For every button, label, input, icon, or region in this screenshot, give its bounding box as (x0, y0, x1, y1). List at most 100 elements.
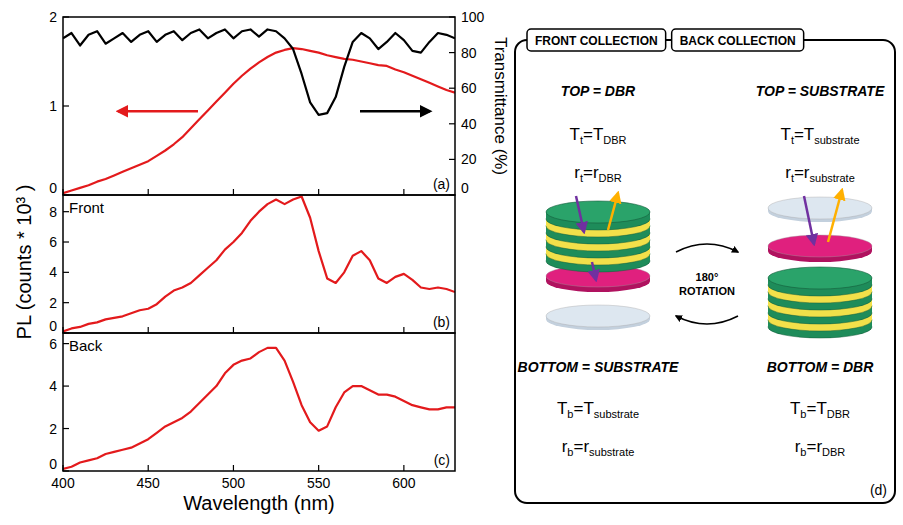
series-line (63, 48, 455, 193)
y2-tick (449, 16, 455, 17)
figure: 012020406080100Transmittance (%)(a)02468… (0, 0, 903, 525)
x-tick-label: 450 (137, 475, 161, 491)
equation: rt=rDBR (574, 163, 622, 184)
y-tick-label: 2 (49, 295, 57, 311)
light-arrow (592, 262, 596, 280)
y-tick (63, 16, 69, 17)
eq-rhs-sub: substrate (814, 134, 859, 146)
eq-rhs: =T (794, 125, 814, 144)
x-tick-label: 550 (307, 475, 331, 491)
y-tick (63, 105, 69, 106)
axis-arrow (118, 110, 198, 113)
light-arrow (804, 196, 814, 244)
eq-rhs: =r (794, 163, 810, 182)
x-tick (148, 189, 149, 195)
x-tick (403, 465, 404, 471)
eq-rhs-sub: DBR (603, 134, 626, 146)
y2-tick-label: 0 (461, 180, 469, 196)
plot-frame (63, 195, 455, 333)
eq-rhs: =r (583, 163, 599, 182)
panel: 02468Front(b) (49, 195, 455, 334)
equation: Tt=TDBR (570, 125, 627, 146)
equation: Tb=Tsubstrate (557, 399, 639, 420)
emitter (768, 235, 872, 262)
y2-axis-title: Transmittance (%) (491, 37, 510, 175)
series-group (63, 348, 455, 469)
series-group (63, 29, 455, 193)
y-tick (63, 470, 69, 471)
equation: Tt=Tsubstrate (780, 125, 859, 146)
header-text: BACK COLLECTION (680, 34, 796, 48)
y-tick-label: 2 (49, 421, 57, 437)
x-tick (62, 327, 63, 333)
panel-label: (c) (434, 452, 450, 468)
equation: rb=rsubstrate (562, 437, 635, 458)
position-heading: TOP = SUBSTRATE (756, 83, 885, 99)
x-tick (403, 189, 404, 195)
series-line (63, 348, 455, 469)
y-tick-label: 8 (49, 204, 57, 220)
y-tick-label: 4 (49, 378, 57, 394)
x-tick-label: 600 (392, 475, 416, 491)
eq-rhs-sub: DBR (822, 446, 845, 458)
header: FRONT COLLECTION (527, 29, 666, 51)
y-tick (63, 385, 69, 386)
emitter-top (768, 235, 872, 257)
dbr (768, 267, 872, 338)
dbr (546, 201, 650, 272)
y2-tick-label: 40 (461, 116, 477, 132)
y2-tick-label: 20 (461, 151, 477, 167)
y-tick-label: 0 (49, 180, 57, 196)
y-tick (63, 302, 69, 303)
eq-rhs-sub: substrate (589, 446, 634, 458)
panel: 0246400450500550600Wavelength (nm)Back(c… (49, 333, 455, 514)
substrate-top (546, 305, 650, 327)
header: BACK COLLECTION (672, 29, 804, 51)
x-tick (233, 327, 234, 333)
equation: Tb=TDBR (790, 399, 850, 420)
series-line (63, 29, 455, 114)
y-axis-title: PL (counts * 10³ ) (13, 185, 35, 340)
eq-lhs: T (557, 399, 567, 418)
dbr-top (546, 201, 650, 223)
eq-rhs-sub: substrate (810, 172, 855, 184)
rotation-arrow (676, 316, 738, 324)
eq-rhs-sub: DBR (599, 172, 622, 184)
axis-arrow (360, 110, 430, 113)
eq-rhs: =T (806, 399, 826, 418)
y-tick-label: 0 (49, 318, 57, 334)
plot-frame (63, 333, 455, 471)
diagram: FRONT COLLECTION BACK COLLECTION TOP = DBR… (515, 29, 895, 503)
x-tick (233, 189, 234, 195)
rotation-text: 180° (696, 271, 719, 283)
plot-frame (63, 17, 455, 195)
header-box (672, 29, 804, 51)
position-heading: BOTTOM = DBR (767, 359, 875, 375)
header-box (527, 29, 666, 51)
x-axis-title: Wavelength (nm) (183, 492, 335, 514)
diagram-frame (515, 40, 895, 503)
equation: rt=rsubstrate (785, 163, 855, 184)
y2-tick (449, 123, 455, 124)
rotation-arrow (676, 244, 738, 252)
header-text: FRONT COLLECTION (535, 34, 658, 48)
eq-rhs-sub: DBR (827, 408, 850, 420)
eq-lhs: T (790, 399, 800, 418)
y2-tick-label: 60 (461, 80, 477, 96)
x-tick (318, 327, 319, 333)
x-tick-label: 500 (222, 475, 246, 491)
panel-label: (a) (433, 176, 450, 192)
y-tick-label: 4 (49, 264, 57, 280)
substrate (768, 197, 872, 222)
x-tick (318, 189, 319, 195)
eq-lhs: T (780, 125, 790, 144)
y2-tick (449, 159, 455, 160)
x-tick (62, 189, 63, 195)
panel-annotation: Back (69, 337, 103, 354)
x-tick (318, 465, 319, 471)
y-tick-label: 1 (49, 98, 57, 114)
position-heading: TOP = DBR (561, 83, 636, 99)
x-tick (233, 465, 234, 471)
y2-tick (449, 88, 455, 89)
y-tick (63, 428, 69, 429)
